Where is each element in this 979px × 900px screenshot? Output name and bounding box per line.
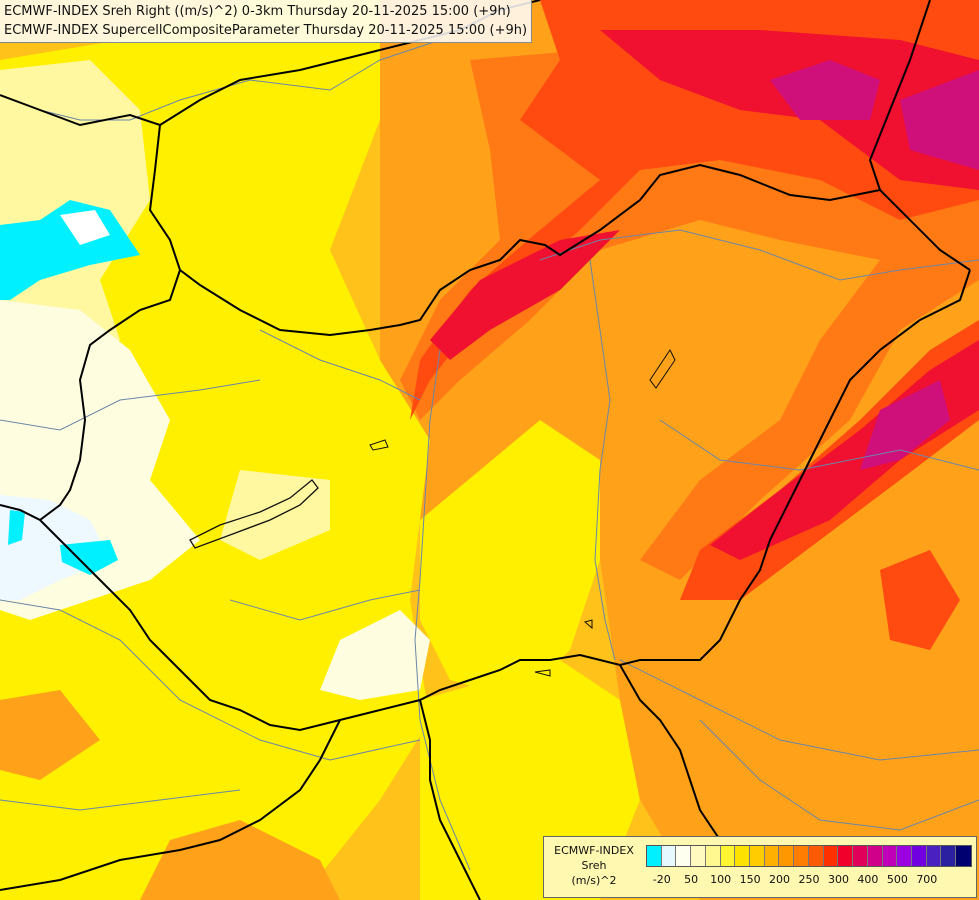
legend-tick-label: 250 — [798, 873, 820, 886]
legend-swatch — [808, 846, 824, 866]
legend-line1: ECMWF-INDEX — [554, 844, 634, 857]
legend-ticks: -20 50 100 150 200 250 300 400 500 700 — [646, 873, 976, 889]
legend-label: ECMWF-INDEX Sreh (m/s)^2 — [544, 843, 644, 888]
legend-swatches — [646, 845, 972, 867]
legend-swatch — [897, 846, 912, 866]
field-white-w — [0, 495, 110, 600]
legend-tick-label: 50 — [684, 873, 699, 886]
legend-swatch — [911, 846, 927, 866]
legend-swatch — [853, 846, 868, 866]
field-red-orange-east — [880, 550, 960, 650]
legend-swatch — [720, 846, 736, 866]
legend-swatch — [838, 846, 854, 866]
legend-swatch — [676, 846, 692, 866]
rivers — [0, 39, 979, 871]
legend-tick-label: 100 — [710, 873, 732, 886]
legend-swatch — [705, 846, 721, 866]
legend-tick-label: 200 — [769, 873, 791, 886]
header-title-line2: ECMWF-INDEX SupercellCompositeParameter … — [4, 23, 528, 38]
field-cyan-nw — [0, 200, 140, 300]
legend-tick-label: 300 — [827, 873, 849, 886]
field-white-nw — [60, 210, 110, 245]
field-magenta-north — [770, 60, 979, 170]
field-orange-sw — [0, 690, 340, 900]
legend-swatch — [779, 846, 795, 866]
legend-swatch — [956, 846, 971, 866]
lake-small — [369, 349, 676, 677]
legend-swatch — [735, 846, 751, 866]
lake-balaton — [189, 479, 319, 549]
legend-tick-label: -20 — [652, 873, 671, 886]
legend-tick-label: 500 — [886, 873, 908, 886]
field-red-band — [430, 230, 620, 360]
legend-swatch — [823, 846, 839, 866]
legend-line3: (m/s)^2 — [571, 874, 617, 887]
color-legend: ECMWF-INDEX Sreh (m/s)^2 -20 50 100 150 200 2… — [543, 836, 977, 898]
legend-swatch — [926, 846, 942, 866]
legend-line2: Sreh — [581, 859, 607, 872]
field-pale-center — [320, 610, 430, 700]
field-light-center — [220, 470, 330, 560]
legend-swatch — [647, 846, 662, 866]
field-magenta-se — [860, 380, 950, 470]
header-title-line1: ECMWF-INDEX Sreh Right ((m/s)^2) 0-3km T… — [4, 4, 511, 19]
field-red-north — [600, 30, 979, 190]
legend-tick-label: 150 — [739, 873, 761, 886]
header-box: ECMWF-INDEX Sreh Right ((m/s)^2) 0-3km T… — [0, 0, 533, 43]
legend-tick-label: 700 — [916, 873, 938, 886]
field-cyan-w — [8, 510, 118, 575]
legend-swatch — [882, 846, 898, 866]
legend-swatch — [661, 846, 677, 866]
field-yellow-central — [420, 420, 600, 700]
legend-tick-label: 400 — [857, 873, 879, 886]
legend-swatch — [764, 846, 780, 866]
legend-swatch — [794, 846, 809, 866]
legend-swatch — [750, 846, 765, 866]
legend-swatch — [691, 846, 706, 866]
legend-swatch — [941, 846, 957, 866]
legend-swatch — [867, 846, 883, 866]
